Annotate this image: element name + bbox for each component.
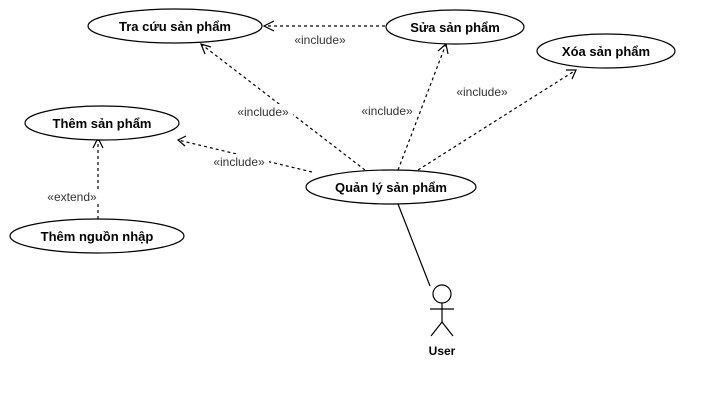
open-arrowhead: [199, 43, 212, 55]
include-label-quan-ly-sua: «include»: [361, 104, 413, 118]
label-bg: [233, 104, 293, 119]
open-arrowhead: [262, 20, 275, 32]
use-case-quan-ly[interactable]: Quản lý sản phẩm: [305, 169, 477, 205]
use-case-them-nguon[interactable]: Thêm nguồn nhập: [9, 218, 185, 254]
actor-association-line: [397, 203, 431, 287]
use-case-label: Tra cứu sản phẩm: [119, 19, 231, 34]
use-case-xoa[interactable]: Xóa sản phẩm: [536, 33, 676, 69]
include-label-sua-tra-cuu: «include»: [294, 33, 346, 47]
use-case-sua[interactable]: Sửa sản phẩm: [385, 9, 525, 45]
open-arrowhead: [437, 42, 449, 55]
include-sua-to-tra-cuu: [262, 20, 385, 32]
use-case-ellipse: [385, 9, 525, 45]
use-case-them[interactable]: Thêm sản phẩm: [24, 105, 180, 141]
actor-label: User: [429, 344, 456, 358]
use-case-ellipse: [305, 169, 477, 205]
include-label-quan-ly-them: «include»: [213, 155, 265, 169]
include-label-quan-ly-tra-cuu: «include»: [237, 105, 289, 119]
include-quan-ly-to-xoa: [417, 69, 577, 171]
label-bg: [44, 189, 102, 204]
open-arrowhead: [566, 69, 577, 80]
include-label-quan-ly-xoa: «include»: [456, 85, 508, 99]
include-line: [417, 69, 577, 171]
use-case-ellipse: [87, 8, 263, 44]
use-case-ellipse: [9, 218, 185, 254]
use-case-label: Quản lý sản phẩm: [335, 180, 447, 195]
label-bg: [290, 32, 350, 47]
use-case-ellipse: [536, 33, 676, 69]
include-line: [397, 43, 447, 171]
use-case-label: Sửa sản phẩm: [410, 20, 500, 35]
label-bg: [209, 154, 269, 169]
actor-user[interactable]: User: [429, 284, 456, 358]
actor-head: [432, 284, 452, 304]
actor-left-leg: [430, 321, 443, 337]
stereotype-labels: «include» «include» «include» «include» …: [44, 32, 512, 204]
label-bg: [452, 84, 512, 99]
extend-them-nguon-to-them: [92, 136, 104, 219]
actor-right-leg: [441, 321, 454, 337]
use-case-label: Thêm sản phẩm: [53, 116, 152, 131]
use-case-tra-cuu[interactable]: Tra cứu sản phẩm: [87, 8, 263, 44]
label-bg: [357, 103, 417, 118]
use-case-ellipse: [24, 105, 180, 141]
use-case-label: Xóa sản phẩm: [562, 44, 650, 59]
use-case-label: Thêm nguồn nhập: [41, 229, 154, 244]
open-arrowhead: [176, 135, 187, 147]
extend-label-them-nguon-them: «extend»: [47, 190, 97, 204]
